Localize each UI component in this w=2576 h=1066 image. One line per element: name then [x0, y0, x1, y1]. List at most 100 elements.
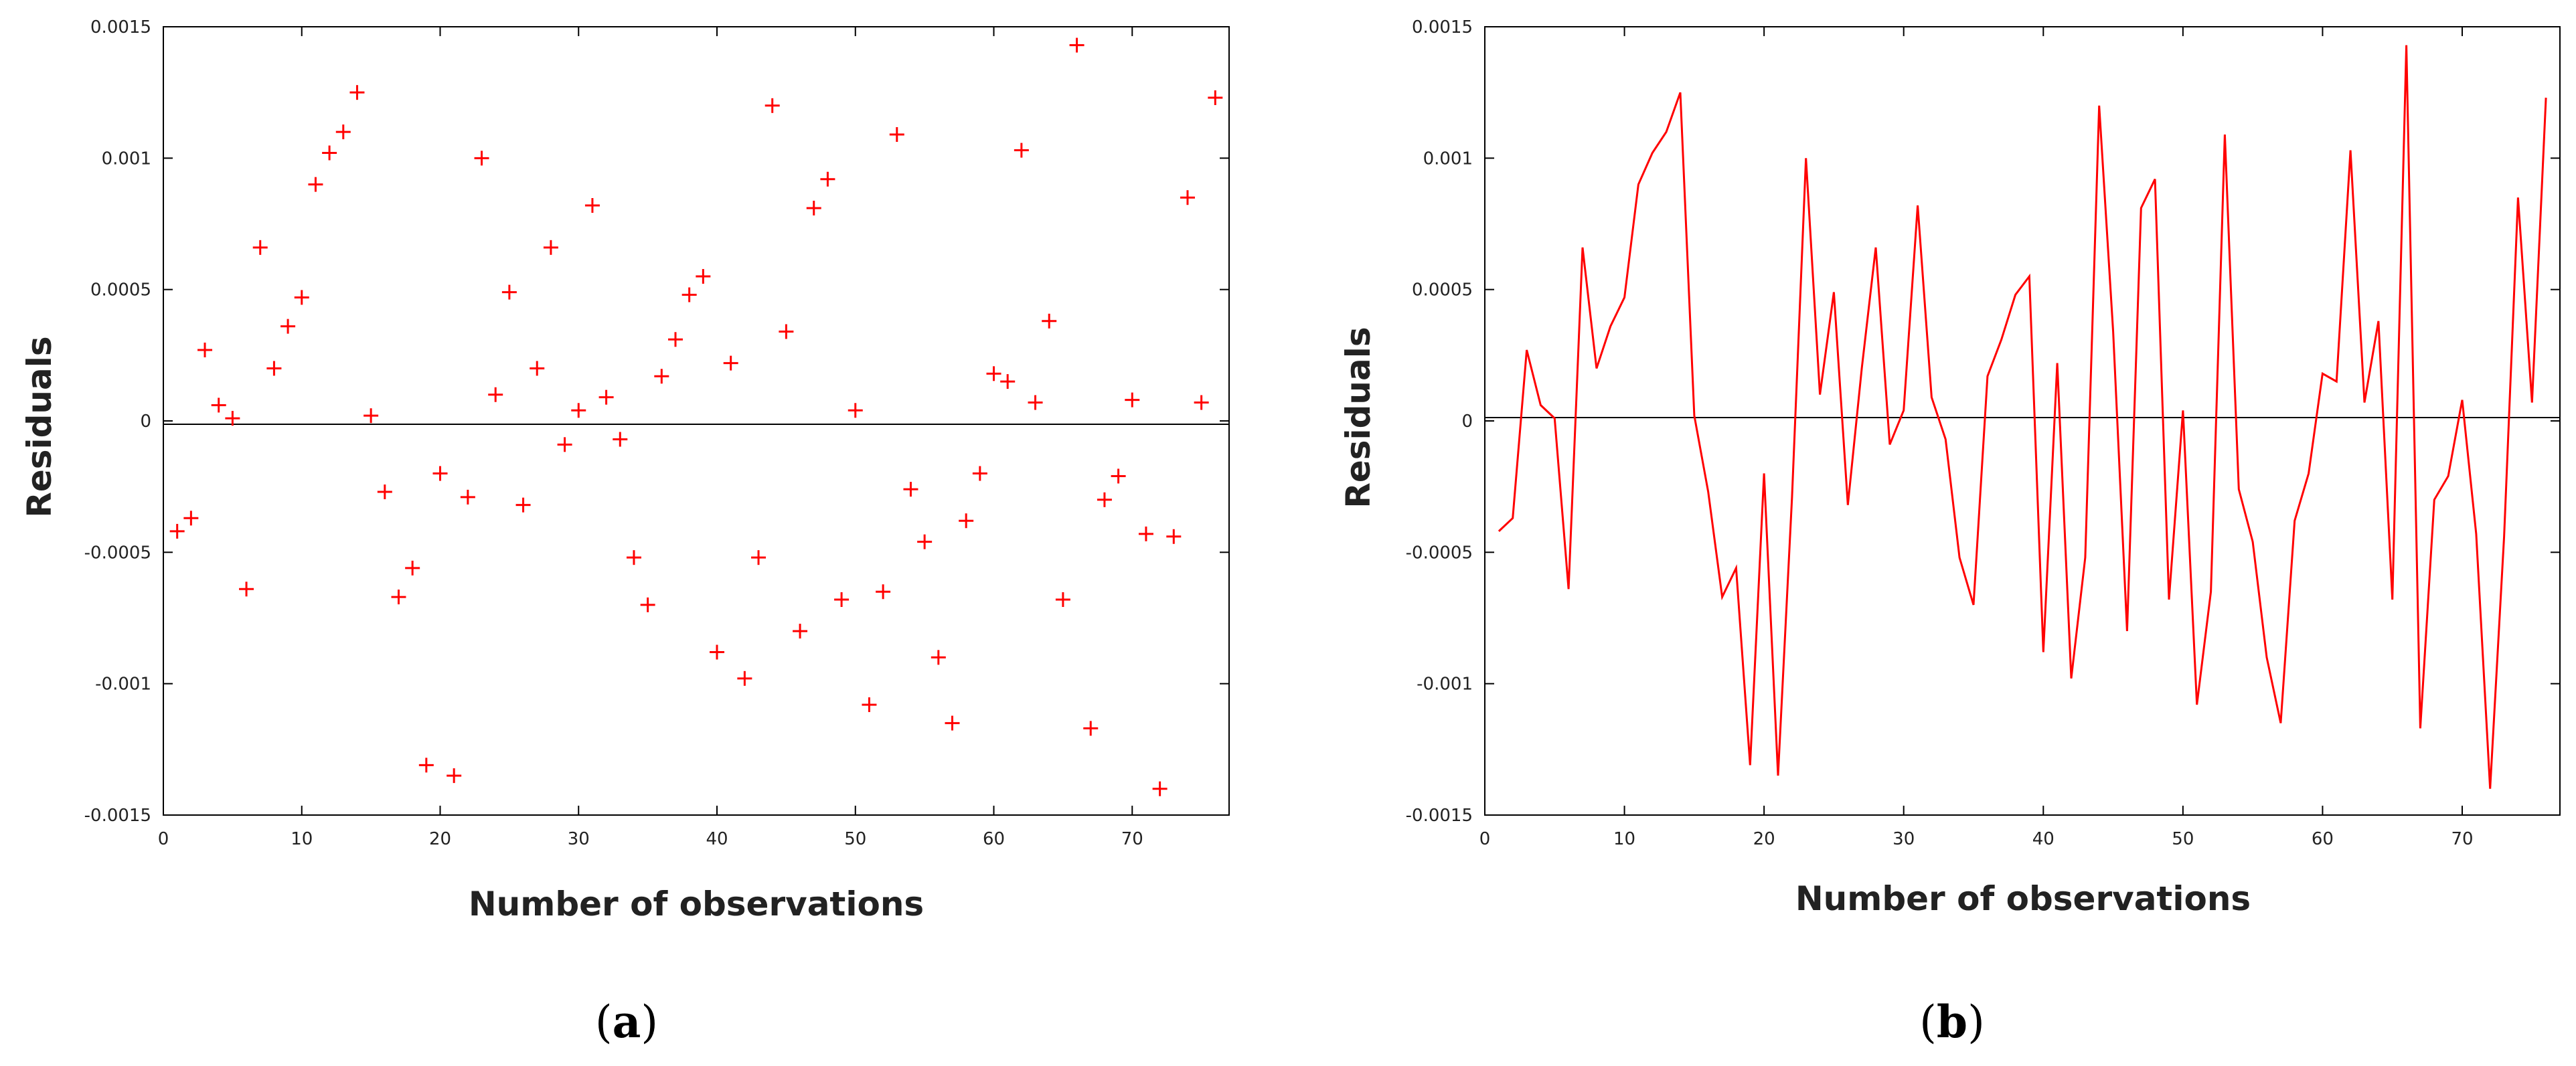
panel-b-line: -0.0015 -0.001 -0.0005 0 0.0005 0.001 0.0015 0…	[1339, 17, 2561, 1048]
x-tick-label-b-1: 10	[1613, 829, 1635, 849]
scatter-point-58	[959, 513, 974, 529]
x-ticks-a: 0 10 20 30 40 50 60 70	[158, 27, 1143, 849]
scatter-point-41	[723, 355, 738, 371]
scatter-point-75	[1194, 395, 1209, 410]
plot-frame-b	[1484, 26, 2561, 816]
scatter-point-35	[640, 597, 655, 612]
scatter-point-49	[834, 592, 850, 608]
scatter-point-55	[917, 534, 933, 549]
plot-frame-a	[163, 26, 1230, 816]
scatter-point-9	[280, 319, 296, 334]
scatter-point-4	[211, 397, 226, 413]
scatter-point-18	[405, 560, 420, 575]
scatter-point-38	[681, 287, 697, 302]
scatter-point-16	[377, 484, 392, 500]
scatter-point-12	[322, 145, 337, 161]
y-tick-label-a-0: -0.0015	[84, 806, 151, 826]
scatter-point-20	[432, 466, 448, 481]
scatter-point-74	[1180, 190, 1195, 205]
scatter-point-26	[515, 497, 531, 513]
scatter-point-36	[654, 369, 669, 384]
scatter-point-1	[169, 523, 185, 539]
scatter-point-50	[848, 403, 863, 418]
scatter-point-69	[1111, 468, 1126, 484]
y-tick-label-a-5: 0.001	[102, 149, 151, 169]
scatter-point-46	[793, 624, 808, 639]
scatter-point-39	[696, 269, 711, 284]
scatter-point-40	[710, 644, 725, 660]
scatter-point-3	[197, 342, 213, 357]
scatter-point-57	[945, 715, 960, 731]
scatter-point-15	[364, 408, 379, 424]
scatter-point-29	[557, 437, 572, 452]
panel-a-scatter: -0.0015 -0.001 -0.0005 0 0.0005 0.001 0.0015 0…	[20, 17, 1230, 1048]
y-axis-title-a: Residuals	[20, 336, 59, 517]
y-axis-title-b: Residuals	[1339, 327, 1378, 508]
scatter-point-13	[335, 124, 351, 140]
scatter-point-14	[349, 85, 365, 100]
y-tick-label-a-1: -0.001	[95, 675, 151, 695]
scatter-point-6	[239, 582, 254, 597]
scatter-point-51	[862, 697, 877, 713]
x-tick-label-a-4: 40	[706, 829, 728, 849]
scatter-point-10	[294, 290, 309, 305]
scatter-point-73	[1166, 529, 1182, 544]
scatter-point-67	[1083, 721, 1099, 736]
y-tick-label-a-6: 0.0015	[90, 17, 151, 37]
scatter-markers-a	[169, 37, 1223, 796]
x-ticks-b: 0 10 20 30 40 50 60 70	[1479, 27, 2474, 849]
scatter-point-8	[266, 361, 282, 376]
x-tick-label-b-7: 70	[2451, 829, 2473, 849]
scatter-point-28	[543, 240, 558, 255]
scatter-point-44	[764, 98, 780, 113]
scatter-point-11	[308, 177, 323, 192]
scatter-point-23	[474, 151, 489, 166]
y-tick-label-a-3: 0	[140, 412, 151, 432]
scatter-point-22	[460, 489, 475, 505]
scatter-point-45	[779, 324, 794, 339]
scatter-point-72	[1152, 781, 1168, 796]
scatter-point-17	[391, 590, 406, 605]
x-tick-label-b-6: 60	[2312, 829, 2334, 849]
x-tick-label-a-1: 10	[291, 829, 313, 849]
scatter-point-68	[1097, 492, 1112, 507]
scatter-point-76	[1208, 90, 1223, 106]
y-ticks-a: -0.0015 -0.001 -0.0005 0 0.0005 0.001 0.0015	[84, 17, 1229, 826]
x-tick-label-b-0: 0	[1479, 829, 1491, 849]
y-tick-label-b-3: 0	[1461, 412, 1473, 432]
scatter-point-21	[447, 768, 462, 784]
caption-a: (a)	[595, 996, 658, 1048]
scatter-point-60	[986, 366, 1001, 381]
scatter-point-62	[1014, 143, 1029, 158]
x-tick-label-a-3: 30	[568, 829, 590, 849]
scatter-point-65	[1055, 592, 1070, 608]
scatter-point-61	[1000, 374, 1016, 389]
x-tick-label-b-3: 30	[1893, 829, 1915, 849]
x-tick-label-a-7: 70	[1121, 829, 1143, 849]
y-tick-label-a-4: 0.0005	[90, 280, 151, 300]
scatter-point-54	[903, 482, 918, 497]
x-tick-label-b-5: 50	[2172, 829, 2194, 849]
caption-b: (b)	[1919, 996, 1985, 1048]
y-ticks-b: -0.0015 -0.001 -0.0005 0 0.0005 0.001 0.0015	[1406, 17, 2560, 826]
scatter-point-70	[1125, 392, 1140, 408]
y-tick-label-b-1: -0.001	[1417, 675, 1473, 695]
y-tick-label-b-0: -0.0015	[1406, 806, 1473, 826]
scatter-point-63	[1028, 395, 1043, 410]
scatter-point-52	[876, 584, 891, 600]
x-tick-label-a-2: 20	[429, 829, 451, 849]
x-tick-label-a-6: 60	[983, 829, 1005, 849]
x-tick-label-a-5: 50	[844, 829, 866, 849]
y-tick-label-b-6: 0.0015	[1412, 17, 1473, 37]
y-tick-label-a-2: -0.0005	[84, 543, 151, 563]
scatter-point-48	[820, 171, 835, 187]
x-tick-label-b-4: 40	[2032, 829, 2055, 849]
scatter-point-43	[751, 550, 767, 565]
scatter-point-59	[972, 466, 987, 481]
scatter-point-2	[183, 511, 199, 526]
scatter-point-37	[667, 332, 683, 347]
y-tick-label-b-4: 0.0005	[1412, 280, 1473, 300]
x-tick-label-a-0: 0	[158, 829, 169, 849]
scatter-point-5	[225, 411, 240, 426]
